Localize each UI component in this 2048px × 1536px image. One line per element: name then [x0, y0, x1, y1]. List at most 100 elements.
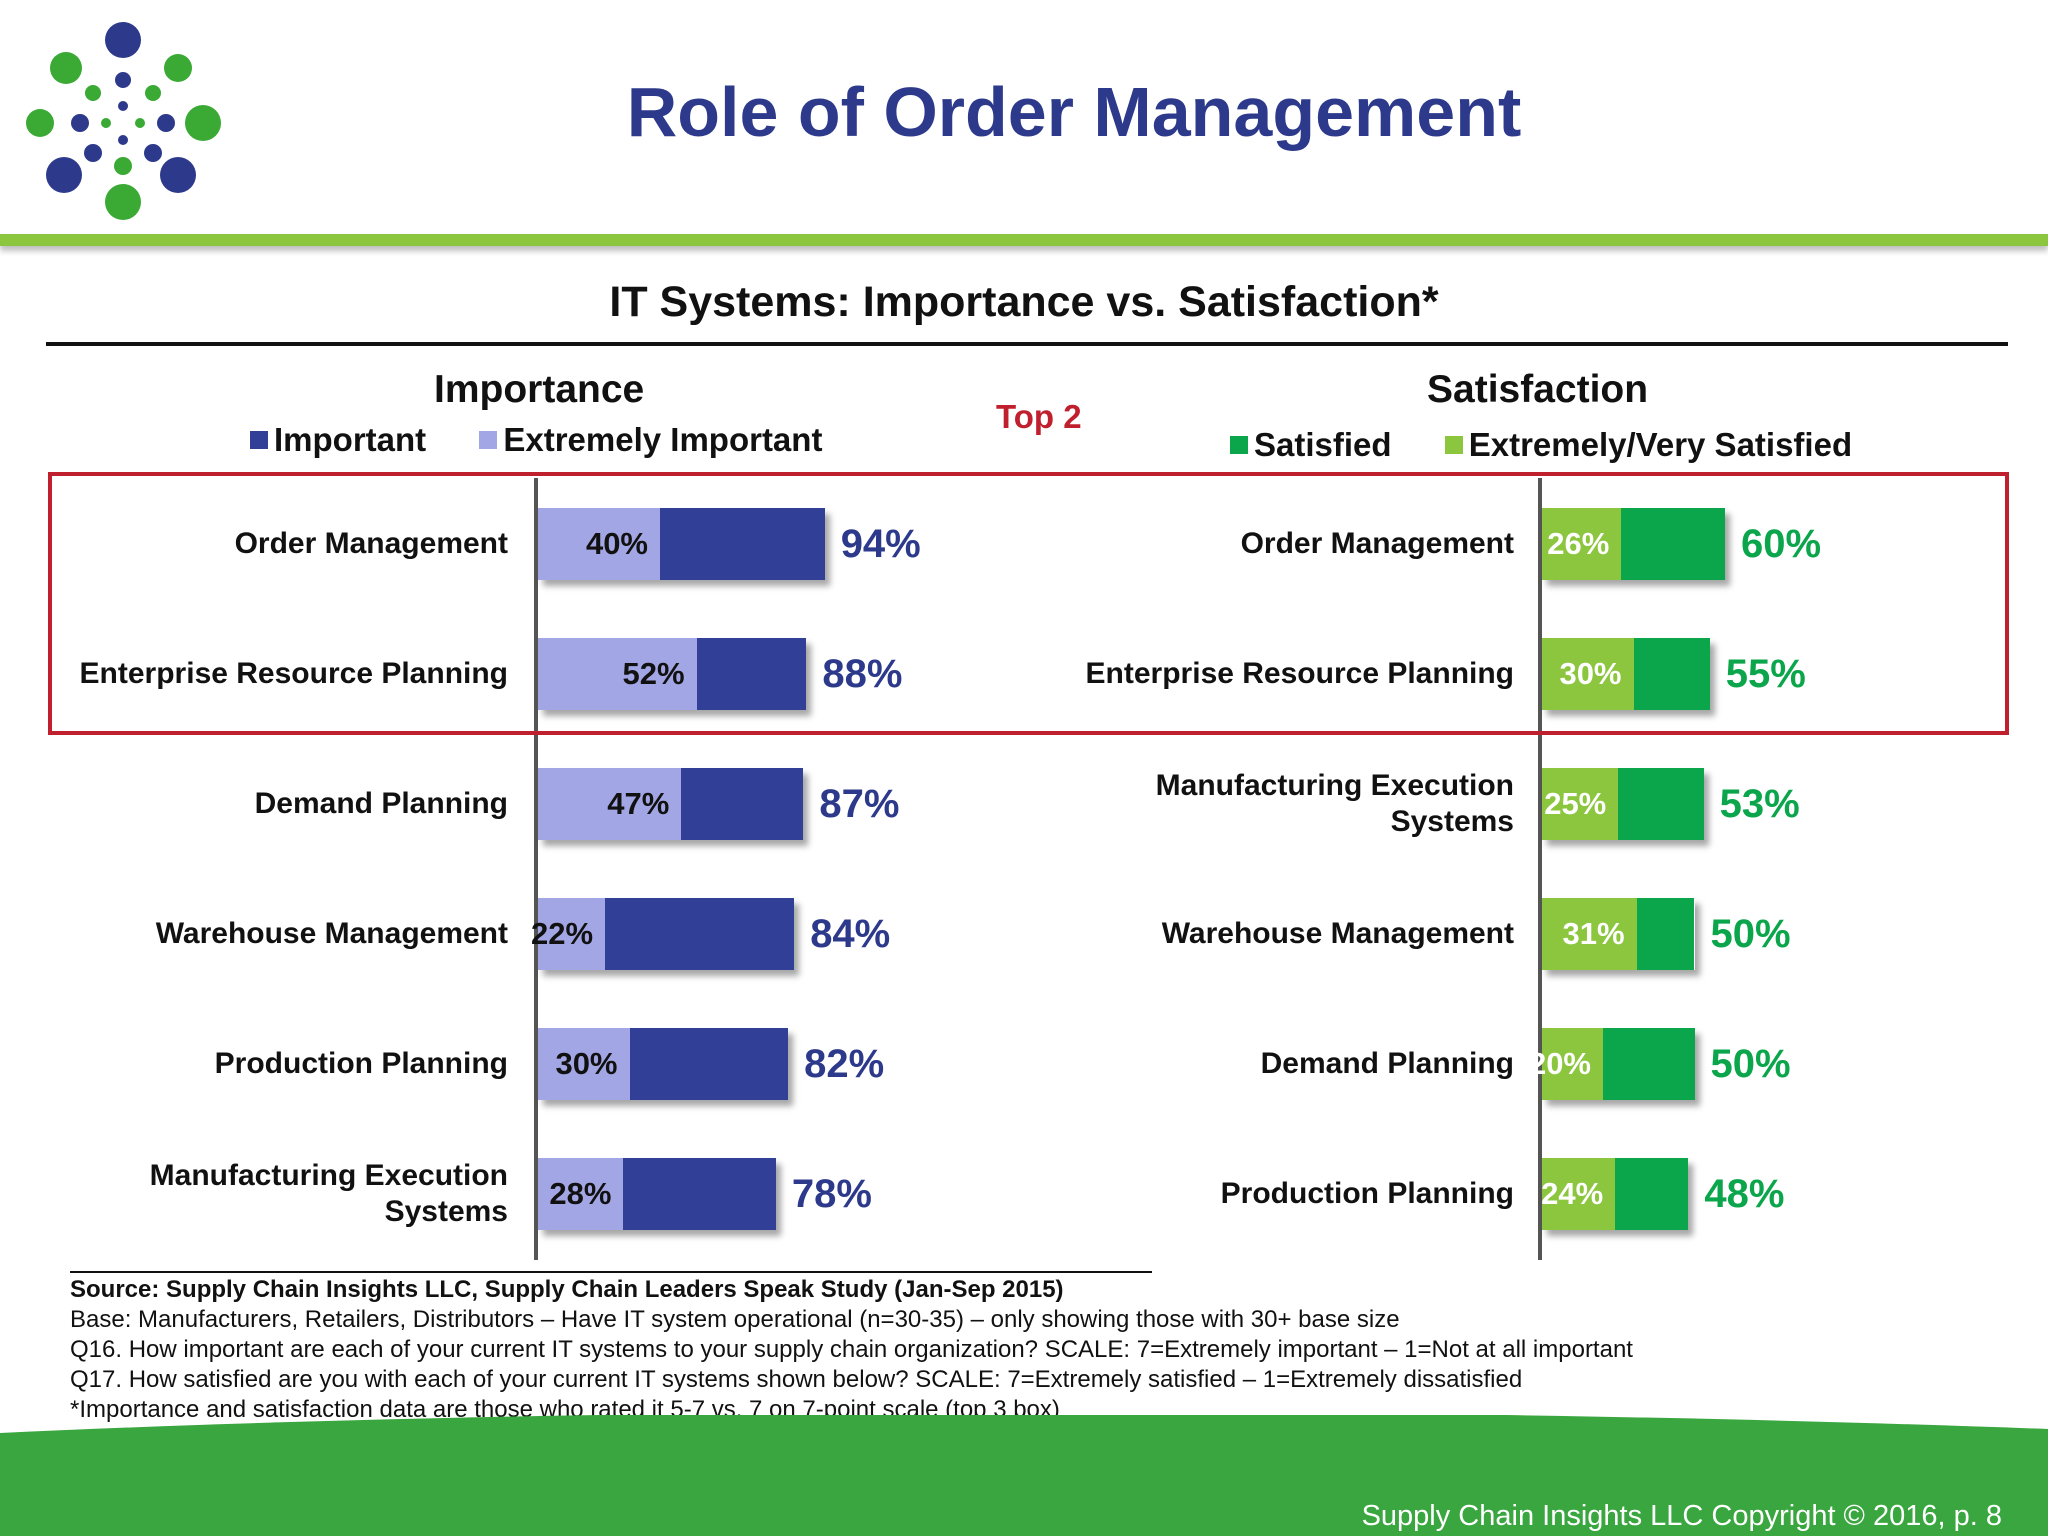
logo-dot [105, 184, 141, 220]
segment-value-label: 24% [1541, 1176, 1604, 1211]
bar-manufacturing-execution-systems: 25% [1542, 768, 1704, 840]
legend-extremely-satisfied: Extremely/Very Satisfied [1468, 426, 1853, 463]
bar-segment-light: 22% [531, 898, 606, 970]
total-value-label: 48% [1704, 1172, 1785, 1216]
bar-segment-dark [1636, 898, 1695, 970]
bar-segment-dark [1633, 638, 1710, 710]
category-label: Demand Planning [254, 787, 508, 820]
bar-segment-dark [605, 898, 795, 970]
satisfaction-title: Satisfaction [1427, 368, 1649, 411]
bar-segment-dark [623, 1158, 776, 1230]
source-rule [70, 1271, 1152, 1273]
chart-title: IT Systems: Importance vs. Satisfaction* [609, 278, 1439, 326]
logo-dot [85, 85, 101, 101]
source-line-1: Source: Supply Chain Insights LLC, Suppl… [70, 1276, 1064, 1303]
segment-value-label: 31% [1562, 916, 1625, 951]
importance-axis [534, 478, 538, 1260]
legend-swatch-important [250, 431, 268, 449]
bar-segment-light: 25% [1542, 768, 1619, 840]
bar-segment-light: 28% [538, 1158, 624, 1230]
category-label: Enterprise Resource Planning [79, 657, 508, 690]
total-value-label: 53% [1719, 782, 1800, 826]
segment-value-label: 22% [531, 916, 594, 951]
segment-value-label: 40% [585, 526, 648, 561]
bar-production-planning: 24% [1541, 1158, 1689, 1230]
total-value-label: 55% [1725, 652, 1806, 696]
legend-important: Important [274, 421, 427, 458]
bar-segment-light: 31% [1542, 898, 1637, 970]
top2-highlight-box [48, 472, 2009, 735]
total-value-label: 50% [1710, 912, 1791, 956]
logo-dot [164, 54, 192, 82]
category-label: Order Management [1240, 527, 1514, 560]
header-divider [0, 234, 2048, 246]
segment-value-label: 47% [607, 786, 670, 821]
bar-segment-light: 26% [1542, 508, 1622, 580]
logo-dot [26, 109, 54, 137]
top2-label: Top 2 [996, 398, 1082, 435]
bar-manufacturing-execution-systems: 28% [538, 1158, 776, 1230]
logo-dot [105, 22, 141, 58]
legend-swatch-satisfied [1230, 436, 1248, 454]
bar-enterprise-resource-planning: 30% [1542, 638, 1710, 710]
segment-value-label: 25% [1544, 786, 1607, 821]
category-label: Warehouse Management [1161, 917, 1514, 950]
bar-segment-dark [1603, 1028, 1695, 1100]
footer-copyright: Supply Chain Insights LLC Copyright © 20… [1361, 1500, 2002, 1532]
importance-title: Importance [434, 368, 645, 411]
category-label: Manufacturing Execution Systems [1155, 769, 1514, 838]
bar-segment-light: 24% [1541, 1158, 1616, 1230]
logo-dot [118, 135, 128, 145]
logo-dot [157, 114, 175, 132]
logo-dot [101, 118, 111, 128]
segment-value-label: 30% [555, 1046, 618, 1081]
source-line-4: Q17. How satisfied are you with each of … [70, 1366, 1523, 1393]
category-label: Warehouse Management [155, 917, 508, 950]
category-label: Production Planning [1220, 1177, 1514, 1210]
bar-order-management: 40% [538, 508, 825, 580]
bar-order-management: 26% [1542, 508, 1725, 580]
bar-segment-light: 47% [538, 768, 682, 840]
logo-dot [50, 52, 82, 84]
logo-dot [115, 72, 131, 88]
bar-segment-dark [681, 768, 804, 840]
segment-value-label: 26% [1547, 526, 1610, 561]
total-value-label: 87% [819, 782, 900, 826]
category-label: Order Management [234, 527, 508, 560]
total-value-label: 78% [791, 1172, 872, 1216]
segment-value-label: 30% [1559, 656, 1622, 691]
logo-dot [84, 144, 102, 162]
legend-extremely-important: Extremely Important [503, 421, 823, 458]
bar-warehouse-management: 22% [531, 898, 795, 970]
total-value-label: 94% [840, 522, 921, 566]
bar-segment-dark [629, 1028, 789, 1100]
logo-dot [118, 101, 128, 111]
chart-title-rule [46, 342, 2008, 346]
total-value-label: 60% [1741, 522, 1822, 566]
total-value-label: 84% [810, 912, 891, 956]
logo-dot [114, 157, 132, 175]
footer-band [0, 1415, 2048, 1536]
segment-value-label: 28% [549, 1176, 612, 1211]
logo-dot [144, 144, 162, 162]
source-line-2: Base: Manufacturers, Retailers, Distribu… [70, 1306, 1400, 1333]
bar-warehouse-management: 31% [1542, 898, 1695, 970]
satisfaction-legend: Satisfied Extremely/Very Satisfied [1230, 426, 1852, 464]
bar-segment-dark [696, 638, 807, 710]
bar-demand-planning: 20% [1529, 1028, 1695, 1100]
bar-segment-light: 40% [538, 508, 660, 580]
legend-swatch-extremely-satisfied [1444, 436, 1463, 454]
bar-segment-light: 30% [538, 1028, 630, 1100]
bar-segment-light: 20% [1529, 1028, 1603, 1100]
page-title: Role of Order Management [626, 73, 1522, 151]
company-logo [26, 22, 221, 220]
bar-demand-planning: 47% [538, 768, 804, 840]
bar-segment-dark [1615, 1158, 1689, 1230]
source-notes: Source: Supply Chain Insights LLC, Suppl… [70, 1275, 1633, 1425]
logo-dot [46, 157, 82, 193]
category-label: Enterprise Resource Planning [1085, 657, 1514, 690]
category-label: Manufacturing Execution Systems [149, 1159, 508, 1228]
logo-dot [185, 105, 221, 141]
satisfaction-axis [1538, 478, 1542, 1260]
category-label: Production Planning [214, 1047, 508, 1080]
